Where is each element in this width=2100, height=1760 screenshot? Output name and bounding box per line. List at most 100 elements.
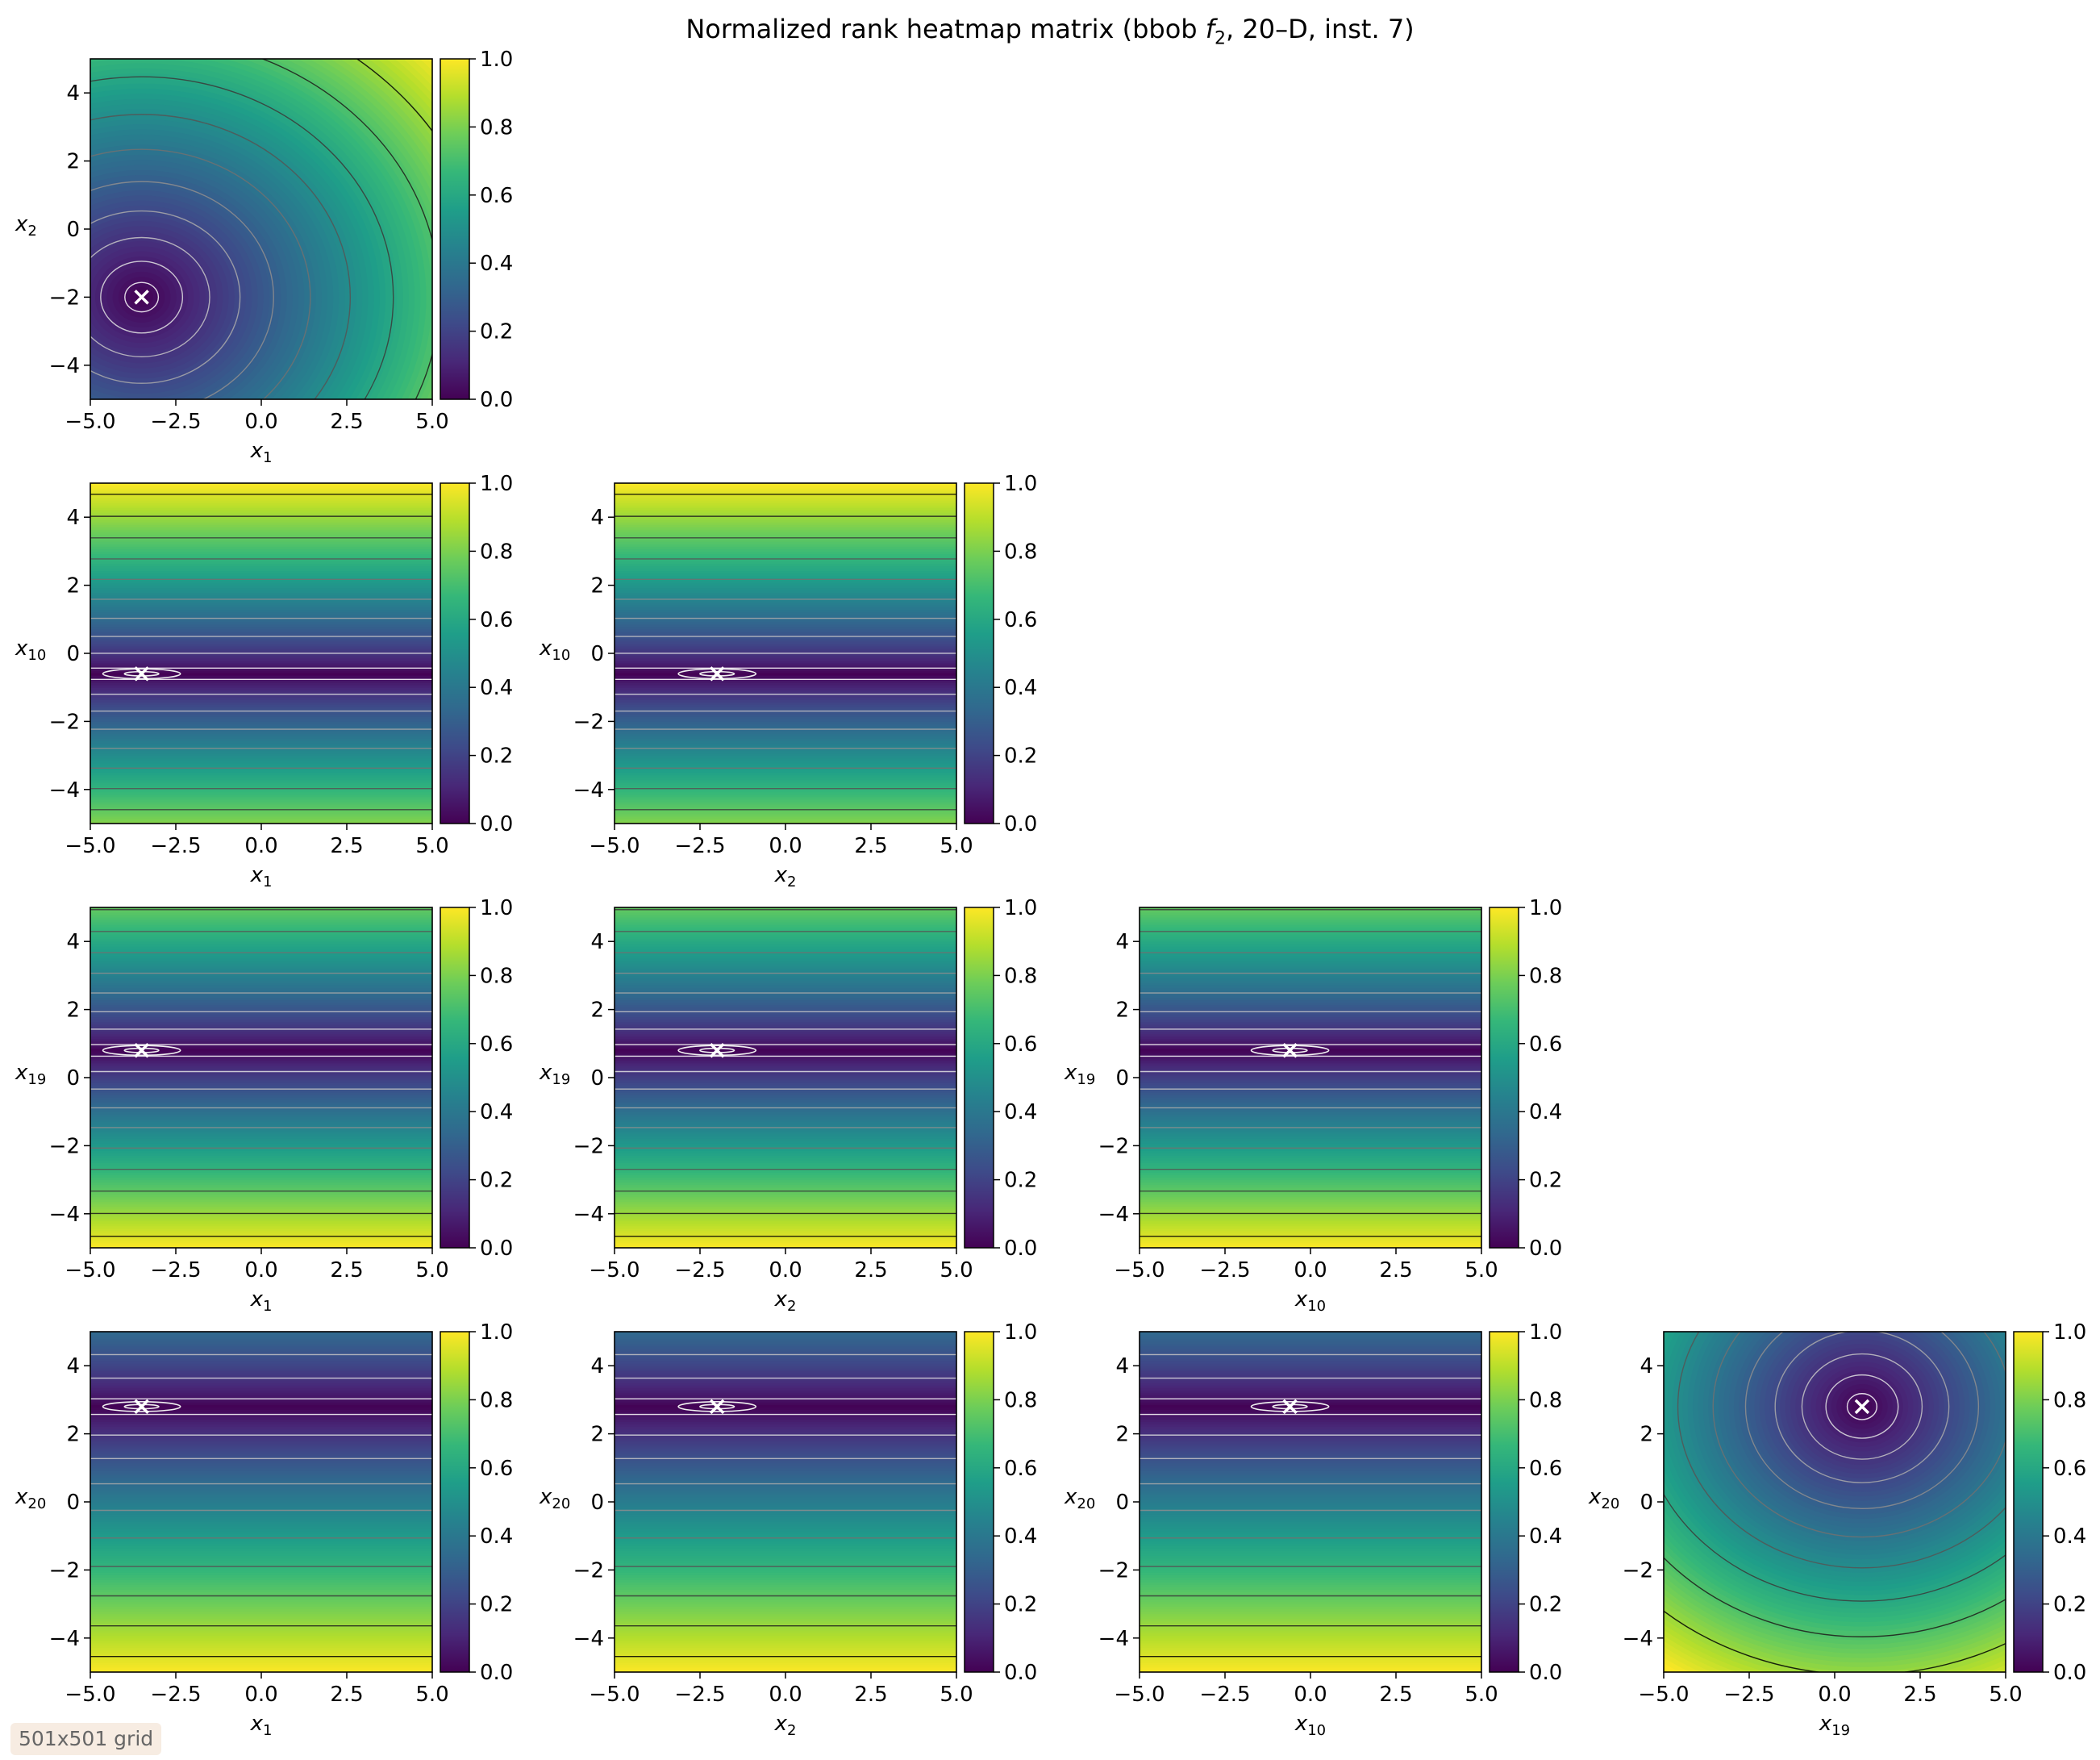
colorbar-tick-label: 0.4 xyxy=(1004,1524,1037,1549)
colorbar-tick-label: 0.6 xyxy=(480,608,513,632)
x-axis-label: x2 xyxy=(774,1287,797,1315)
colorbar-tick-label: 0.8 xyxy=(1004,964,1037,988)
y-axis-label: x19 xyxy=(539,1061,570,1088)
y-tick-label: 2 xyxy=(590,1423,604,1447)
colorbar-tick-label: 0.6 xyxy=(480,1457,513,1481)
x-tick-label: −2.5 xyxy=(1199,1258,1250,1282)
y-tick-label: 4 xyxy=(1115,930,1129,954)
x-tick-label: 0.0 xyxy=(769,1683,802,1707)
x-tick-label: 0.0 xyxy=(1294,1258,1327,1282)
x-tick-label: −2.5 xyxy=(150,834,201,858)
colorbar: 0.0 0.2 0.4 0.6 0.8 1.0 xyxy=(2013,1320,2086,1685)
colorbar-tick-label: 0.4 xyxy=(480,676,513,700)
colorbar: 0.0 0.2 0.4 0.6 0.8 1.0 xyxy=(964,896,1037,1261)
y-tick-label: 4 xyxy=(66,506,80,530)
grid-size-note: 501x501 grid xyxy=(10,1723,162,1755)
x-tick-label: −2.5 xyxy=(1723,1683,1774,1707)
x-tick-label: −5.0 xyxy=(65,410,115,434)
colorbar-tick-label: 0.4 xyxy=(480,252,513,276)
x-tick-label: 2.5 xyxy=(330,1683,363,1707)
x-tick-label: −5.0 xyxy=(589,834,640,858)
x-tick-label: 0.0 xyxy=(769,834,802,858)
y-tick-label: −2 xyxy=(573,1134,604,1158)
figure-title: Normalized rank heatmap matrix (bbob f2,… xyxy=(0,11,2100,56)
colorbar-tick-label: 1.0 xyxy=(2053,1320,2086,1345)
colorbar-tick-label: 0.4 xyxy=(480,1100,513,1124)
y-tick-label: −4 xyxy=(1098,1203,1129,1227)
y-tick-label: 2 xyxy=(66,999,80,1023)
colorbar-tick-label: 0.2 xyxy=(2053,1593,2086,1617)
panel-3: −5.0 −2.5 0.0 2.5 5.0−4−2024x1x190.00.20.40.… xyxy=(15,896,513,1315)
y-axis-label: x2 xyxy=(15,212,37,240)
x-tick-label: −2.5 xyxy=(1199,1683,1250,1707)
y-tick-label: 4 xyxy=(590,930,604,954)
y-tick-label: 0 xyxy=(66,1066,80,1091)
optimum-marker xyxy=(134,666,149,682)
y-axis-label: x20 xyxy=(1588,1485,1619,1512)
title-suffix: , 20–D, inst. 7) xyxy=(1226,14,1415,44)
y-tick-label: −2 xyxy=(49,1558,80,1583)
colorbar-tick-label: 0.0 xyxy=(1529,1237,1562,1261)
colorbar: 0.0 0.2 0.4 0.6 0.8 1.0 xyxy=(440,896,513,1261)
x-tick-label: −2.5 xyxy=(150,1683,201,1707)
optimum-marker xyxy=(134,290,149,305)
x-tick-label: 2.5 xyxy=(330,834,363,858)
colorbar-tick-label: 0.4 xyxy=(1529,1100,1562,1124)
y-tick-label: 4 xyxy=(1115,1354,1129,1378)
optimum-marker xyxy=(709,666,725,682)
colorbar-tick-label: 1.0 xyxy=(1529,1320,1562,1345)
y-tick-label: −2 xyxy=(573,710,604,734)
x-tick-label: 0.0 xyxy=(769,1258,802,1282)
panel-2: −5.0 −2.5 0.0 2.5 5.0−4−2024x2x100.00.20.40.… xyxy=(539,472,1037,890)
colorbar-tick-label: 0.6 xyxy=(1004,1457,1037,1481)
y-tick-label: 4 xyxy=(1640,1354,1653,1378)
x-tick-label: −5.0 xyxy=(65,1683,115,1707)
x-axis-label: x10 xyxy=(1294,1287,1326,1315)
colorbar: 0.0 0.2 0.4 0.6 0.8 1.0 xyxy=(1489,896,1562,1261)
y-tick-label: −2 xyxy=(1098,1558,1129,1583)
y-axis-label: x20 xyxy=(539,1485,570,1512)
x-axis-label: x1 xyxy=(250,439,273,466)
y-tick-label: 2 xyxy=(590,574,604,598)
colorbar-tick-label: 1.0 xyxy=(1004,1320,1037,1345)
x-tick-label: 5.0 xyxy=(1465,1258,1498,1282)
x-tick-label: −5.0 xyxy=(589,1683,640,1707)
colorbar-tick-label: 0.0 xyxy=(1004,1237,1037,1261)
x-tick-label: −2.5 xyxy=(674,1258,725,1282)
colorbar-tick-label: 1.0 xyxy=(1529,896,1562,920)
y-tick-label: 4 xyxy=(66,930,80,954)
x-tick-label: 2.5 xyxy=(1379,1683,1412,1707)
colorbar: 0.0 0.2 0.4 0.6 0.8 1.0 xyxy=(440,48,513,412)
y-axis-label: x20 xyxy=(15,1485,46,1512)
colorbar-tick-label: 0.0 xyxy=(1529,1661,1562,1685)
y-tick-label: 4 xyxy=(590,506,604,530)
colorbar-tick-label: 0.6 xyxy=(1529,1457,1562,1481)
x-tick-label: 2.5 xyxy=(854,1258,887,1282)
colorbar-tick-label: 0.4 xyxy=(1004,676,1037,700)
colorbar-tick-label: 0.8 xyxy=(1529,964,1562,988)
y-tick-label: −2 xyxy=(1098,1134,1129,1158)
colorbar-tick-label: 0.8 xyxy=(1529,1388,1562,1412)
y-tick-label: −2 xyxy=(49,286,80,310)
panel-6: −5.0 −2.5 0.0 2.5 5.0−4−2024x1x200.00.20.40.… xyxy=(15,1320,513,1739)
y-tick-label: 0 xyxy=(1640,1491,1653,1515)
panel-0: −5.0 −2.5 0.0 2.5 5.0 −4 −2 0 2 4 x1 x2 0.0 0.2 0.4 0.6… xyxy=(15,48,513,466)
x-axis-label: x10 xyxy=(1294,1712,1326,1739)
optimum-marker xyxy=(134,1043,149,1058)
colorbar-tick-label: 1.0 xyxy=(1004,472,1037,496)
title-prefix: Normalized rank heatmap matrix (bbob xyxy=(685,14,1206,44)
colorbar-tick-label: 0.2 xyxy=(480,1593,513,1617)
y-tick-label: −4 xyxy=(1098,1627,1129,1651)
x-tick-label: 5.0 xyxy=(415,1683,448,1707)
colorbar-tick-label: 0.4 xyxy=(2053,1524,2086,1549)
x-axis-label: x19 xyxy=(1819,1712,1850,1739)
y-tick-label: 2 xyxy=(66,150,80,174)
x-tick-label: 5.0 xyxy=(415,834,448,858)
x-tick-label: 5.0 xyxy=(415,1258,448,1282)
colorbar-tick-label: 0.2 xyxy=(480,320,513,344)
colorbar: 0.0 0.2 0.4 0.6 0.8 1.0 xyxy=(1489,1320,1562,1685)
x-tick-label: 5.0 xyxy=(1989,1683,2022,1707)
y-tick-label: 4 xyxy=(590,1354,604,1378)
y-tick-label: 0 xyxy=(590,1066,604,1091)
colorbar-tick-label: 1.0 xyxy=(480,896,513,920)
